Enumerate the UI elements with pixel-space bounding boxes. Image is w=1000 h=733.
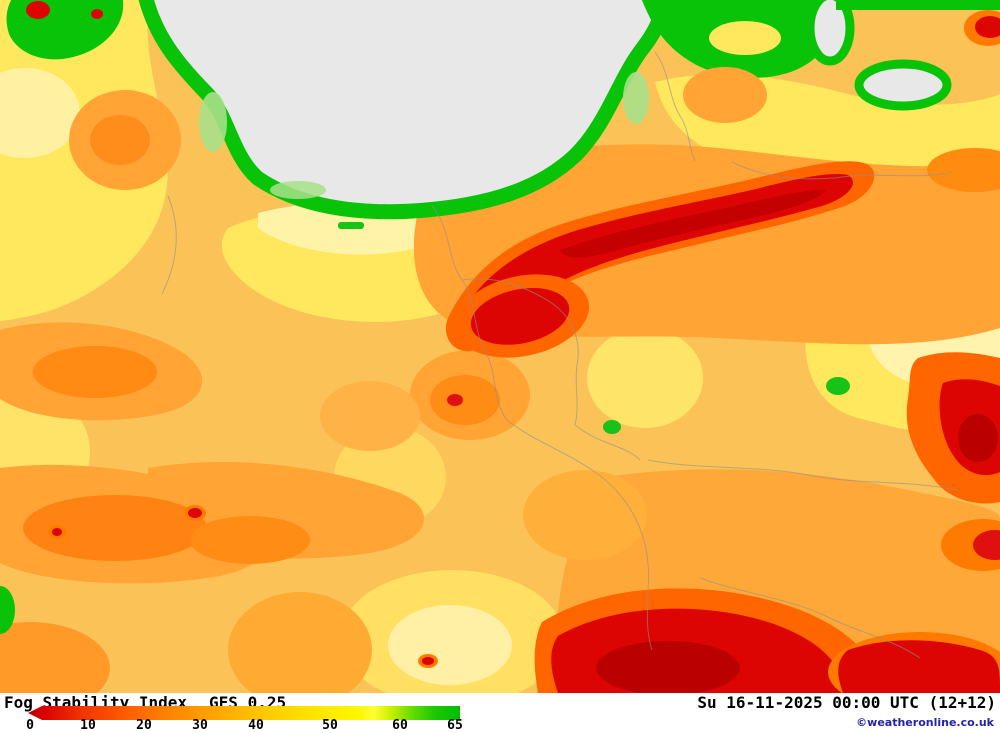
sea-region	[138, 0, 674, 220]
legend-tick: 10	[80, 718, 96, 733]
legend-tick: 50	[322, 718, 338, 733]
legend-tick: 30	[192, 718, 208, 733]
red-fsi-regions	[48, 161, 1000, 693]
status-bar: Fog Stability Index GFS 0.25 Su 16-11-202…	[0, 693, 1000, 733]
north-sea-and-coasts	[0, 0, 1000, 634]
green-fsi-spots	[338, 222, 850, 434]
legend-tick: 65	[447, 718, 463, 733]
map-datetime: Su 16-11-2025 00:00 UTC (12+12)	[697, 693, 996, 712]
legend-tick: 20	[136, 718, 152, 733]
map-canvas	[0, 0, 1000, 693]
country-borders	[161, 51, 959, 659]
map-svg	[0, 0, 1000, 693]
color-scale-bar	[28, 706, 460, 720]
legend-tick: 40	[248, 718, 264, 733]
copyright: ©weatheronline.co.uk	[856, 716, 994, 729]
legend-tick: 60	[392, 718, 408, 733]
legend-tick: 0	[26, 718, 34, 733]
